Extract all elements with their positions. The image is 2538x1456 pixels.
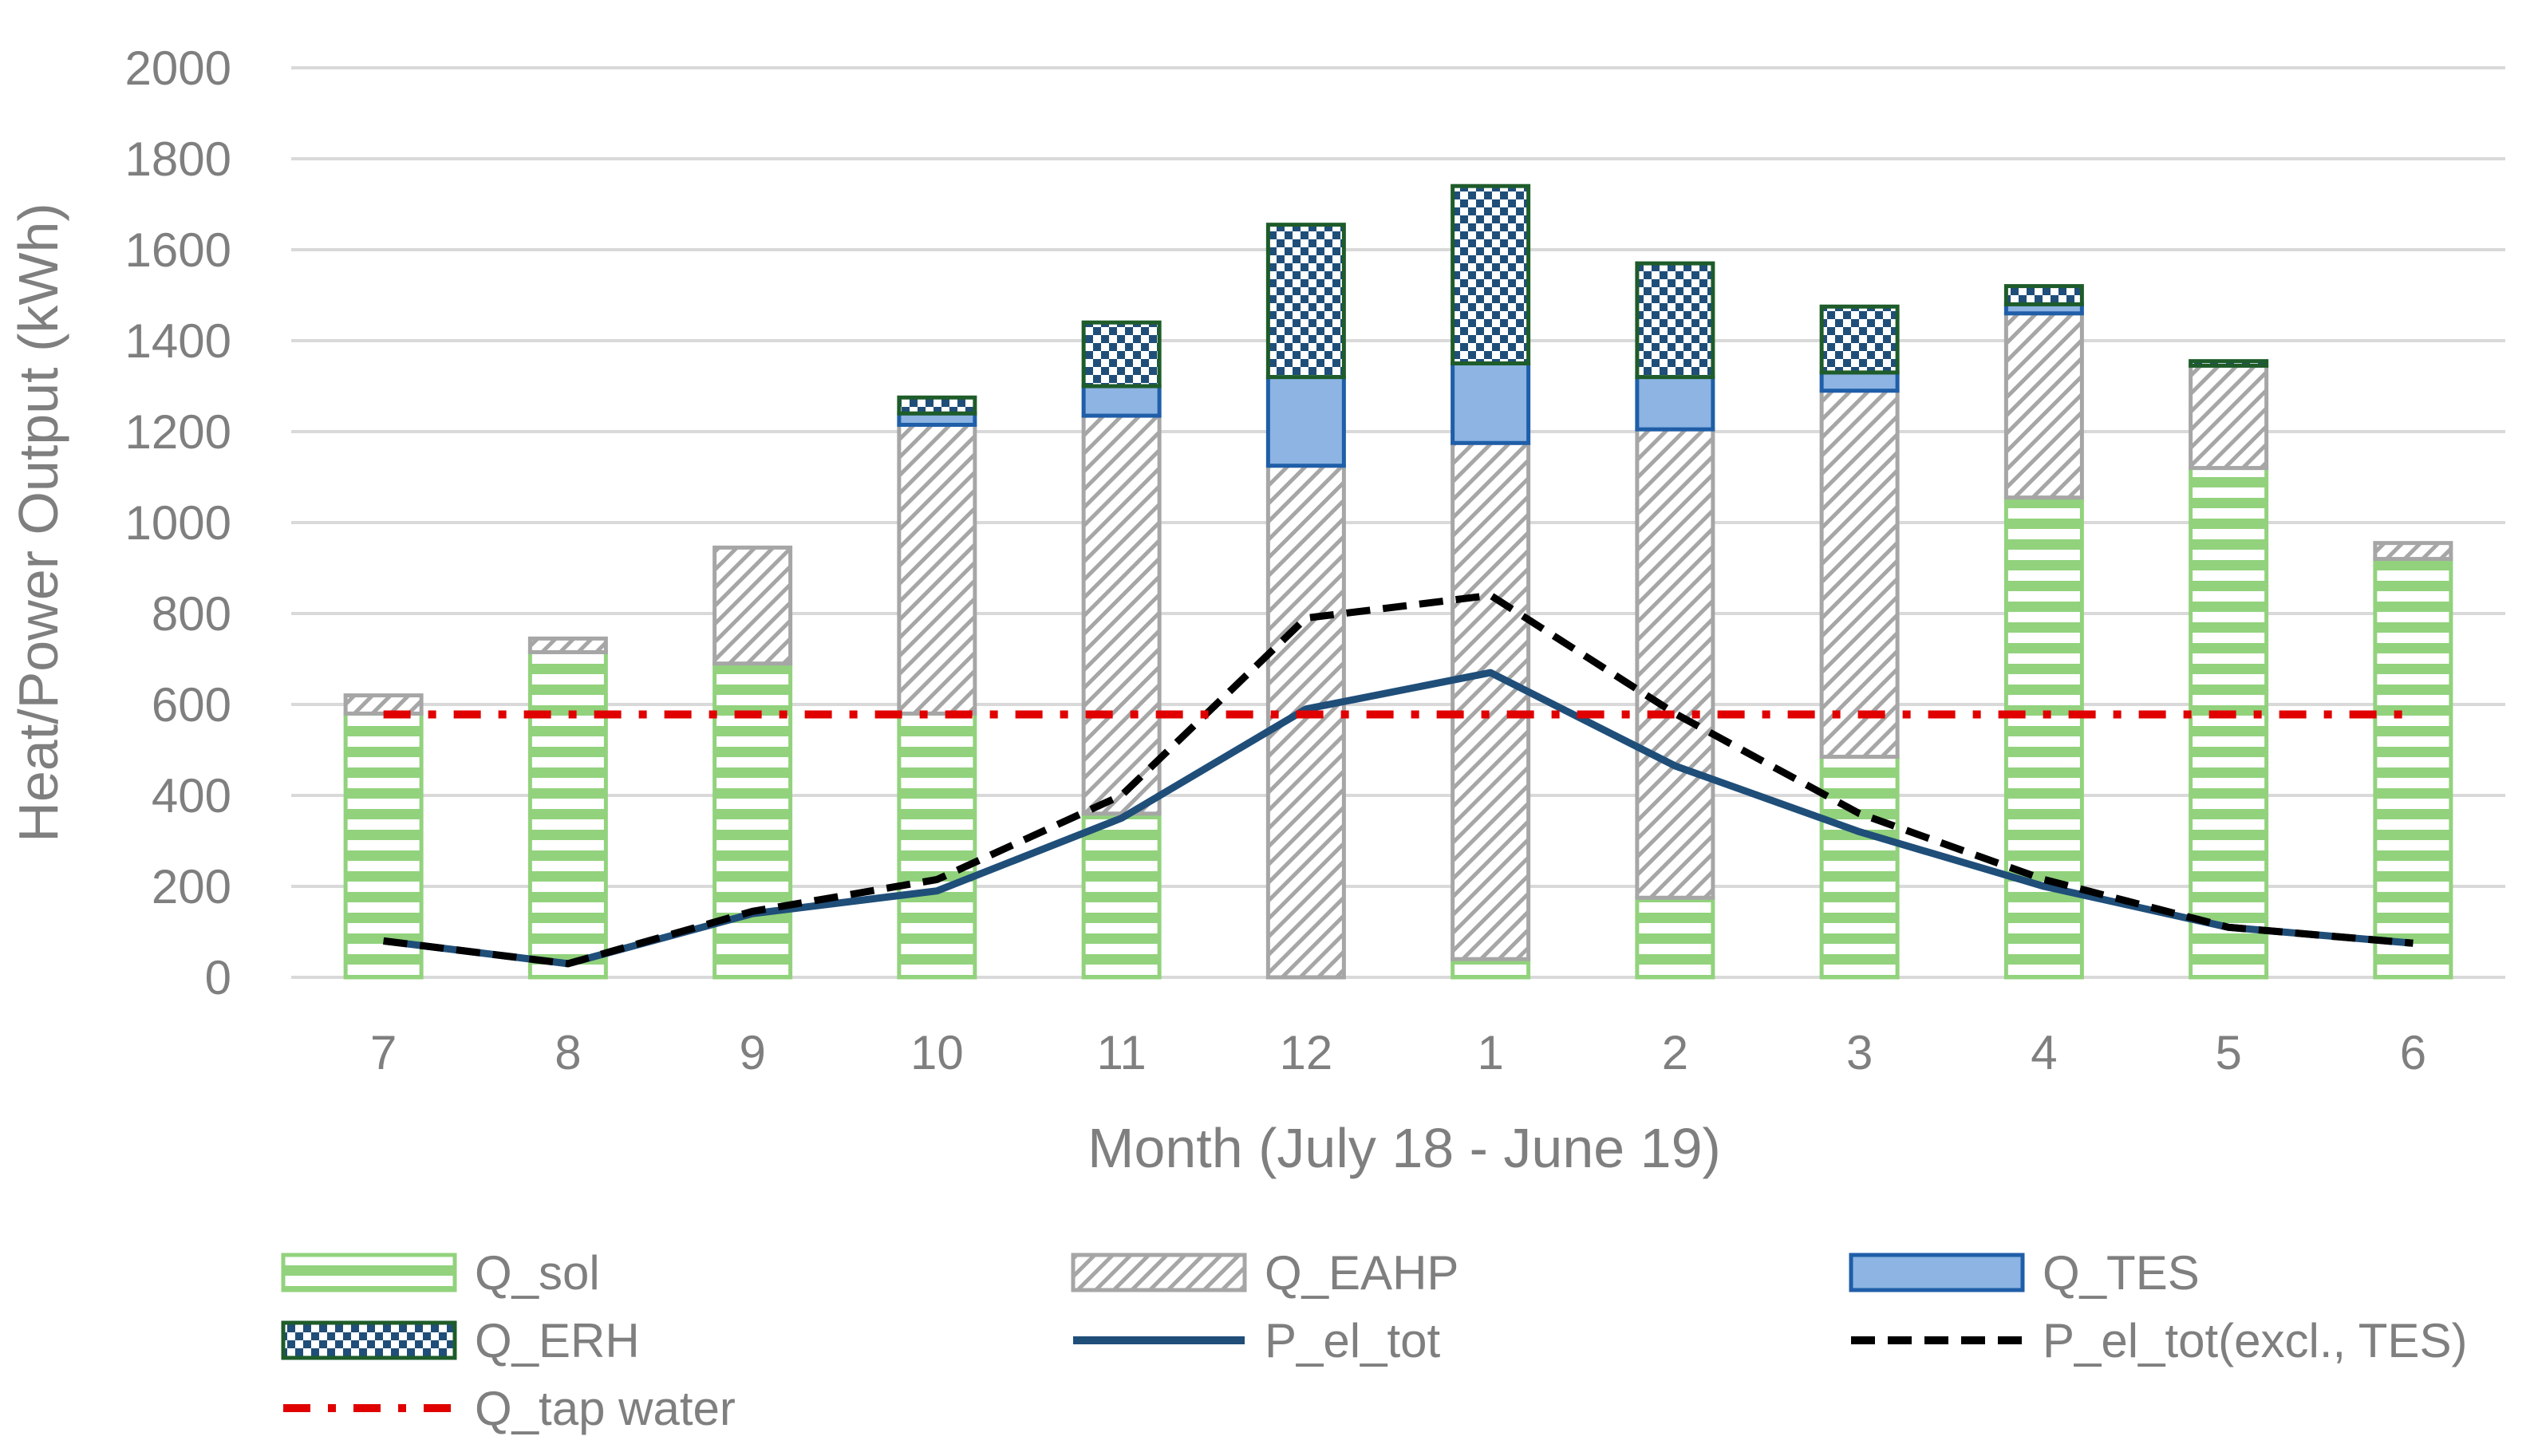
x-tick-label: 7 bbox=[370, 1026, 397, 1079]
x-tick-label: 6 bbox=[2400, 1026, 2426, 1079]
bar-q-erh bbox=[1265, 223, 1346, 380]
bar-q-sol bbox=[1635, 895, 1715, 980]
x-tick-label: 9 bbox=[739, 1026, 765, 1079]
x-tick-label: 3 bbox=[1846, 1026, 1873, 1079]
legend: Q_sol Q_EAHP Q_TES Q_ERH P_el_tot P_el_tot(ex… bbox=[281, 1246, 2467, 1435]
x-axis-title: Month (July 18 - June 19) bbox=[1087, 1117, 1721, 1179]
y-tick-label: 600 bbox=[152, 678, 231, 732]
y-tick-label: 800 bbox=[152, 587, 231, 641]
bar-q-erh bbox=[1081, 320, 1162, 389]
y-axis-ticks: 0 200 400 600 800 1000 1200 1400 1600 1800 2000 bbox=[125, 41, 231, 1004]
legend-label-q-erh: Q_ERH bbox=[475, 1314, 640, 1367]
bar-q-erh bbox=[897, 395, 977, 416]
y-tick-label: 400 bbox=[152, 769, 231, 823]
bar-q-erh bbox=[2189, 359, 2269, 368]
x-tick-label: 2 bbox=[1662, 1026, 1688, 1079]
x-tick-label: 4 bbox=[2031, 1026, 2057, 1079]
bar-q-eahp bbox=[1635, 427, 1715, 900]
bar-q-tes bbox=[1265, 375, 1346, 468]
x-tick-label: 12 bbox=[1280, 1026, 1333, 1079]
bar-q-eahp bbox=[897, 422, 977, 716]
y-tick-label: 0 bbox=[205, 951, 231, 1004]
bar-q-eahp bbox=[2003, 311, 2084, 500]
bar-q-sol bbox=[2003, 495, 2084, 980]
bar-q-eahp bbox=[527, 636, 608, 654]
legend-swatch-q-sol bbox=[281, 1253, 457, 1292]
bar-q-sol bbox=[343, 711, 424, 980]
y-tick-label: 2000 bbox=[125, 41, 231, 95]
bar-q-tes bbox=[1635, 375, 1715, 432]
x-tick-label: 1 bbox=[1477, 1026, 1503, 1079]
legend-swatch-q-erh bbox=[281, 1320, 457, 1360]
bar-q-sol bbox=[712, 661, 793, 980]
bar-q-tes bbox=[1451, 361, 1531, 445]
bar-q-eahp bbox=[2373, 541, 2453, 562]
y-tick-label: 1400 bbox=[125, 314, 231, 368]
y-axis-title: Heat/Power Output (kWh) bbox=[7, 203, 69, 842]
y-tick-label: 1600 bbox=[125, 223, 231, 277]
gridlines bbox=[291, 66, 2505, 979]
y-tick-label: 1800 bbox=[125, 132, 231, 186]
legend-label-p-el-tot-excl-tes-: P_el_tot(excl., TES) bbox=[2043, 1314, 2467, 1367]
bar-q-sol bbox=[1451, 957, 1531, 980]
x-tick-label: 11 bbox=[1096, 1026, 1146, 1079]
legend-label-q-tes: Q_TES bbox=[2043, 1246, 2200, 1300]
legend-label-q-tap-water: Q_tap water bbox=[475, 1382, 736, 1435]
x-tick-label: 5 bbox=[2215, 1026, 2241, 1079]
bar-q-eahp bbox=[1819, 389, 1900, 760]
y-tick-label: 200 bbox=[152, 860, 231, 913]
bar-q-sol bbox=[1081, 811, 1162, 980]
legend-label-q-sol: Q_sol bbox=[475, 1246, 600, 1300]
bars bbox=[343, 183, 2453, 980]
bar-q-eahp bbox=[1081, 413, 1162, 816]
bar-q-erh bbox=[2003, 284, 2084, 306]
legend-swatch-q-tes bbox=[1849, 1253, 2025, 1292]
legend-label-p-el-tot: P_el_tot bbox=[1265, 1314, 1440, 1367]
y-tick-label: 1000 bbox=[125, 496, 231, 550]
bar-q-sol bbox=[527, 649, 608, 980]
bar-q-erh bbox=[1451, 183, 1531, 365]
bar-q-sol bbox=[2189, 466, 2269, 980]
bar-q-tes bbox=[1081, 384, 1162, 418]
line-p-el-tot-excl-tes- bbox=[383, 591, 2414, 968]
x-tick-label: 8 bbox=[555, 1026, 581, 1079]
lines bbox=[383, 591, 2414, 968]
bar-q-eahp bbox=[2189, 363, 2269, 471]
legend-swatch-q-eahp bbox=[1071, 1253, 1247, 1292]
bar-q-sol bbox=[2373, 557, 2453, 980]
bar-q-erh bbox=[1819, 304, 1900, 375]
x-tick-label: 10 bbox=[910, 1026, 964, 1079]
bar-q-erh bbox=[1635, 261, 1715, 380]
y-tick-label: 1200 bbox=[125, 405, 231, 459]
bar-q-sol bbox=[897, 711, 977, 980]
bar-q-eahp bbox=[712, 545, 793, 666]
legend-label-q-eahp: Q_EAHP bbox=[1265, 1246, 1458, 1300]
bar-q-sol bbox=[1819, 755, 1900, 980]
x-axis-ticks: 7 8 9 10 11 12 1 2 3 4 5 6 bbox=[370, 1026, 2426, 1079]
bar-q-eahp bbox=[1451, 440, 1531, 961]
bar-q-tes bbox=[1819, 370, 1900, 393]
